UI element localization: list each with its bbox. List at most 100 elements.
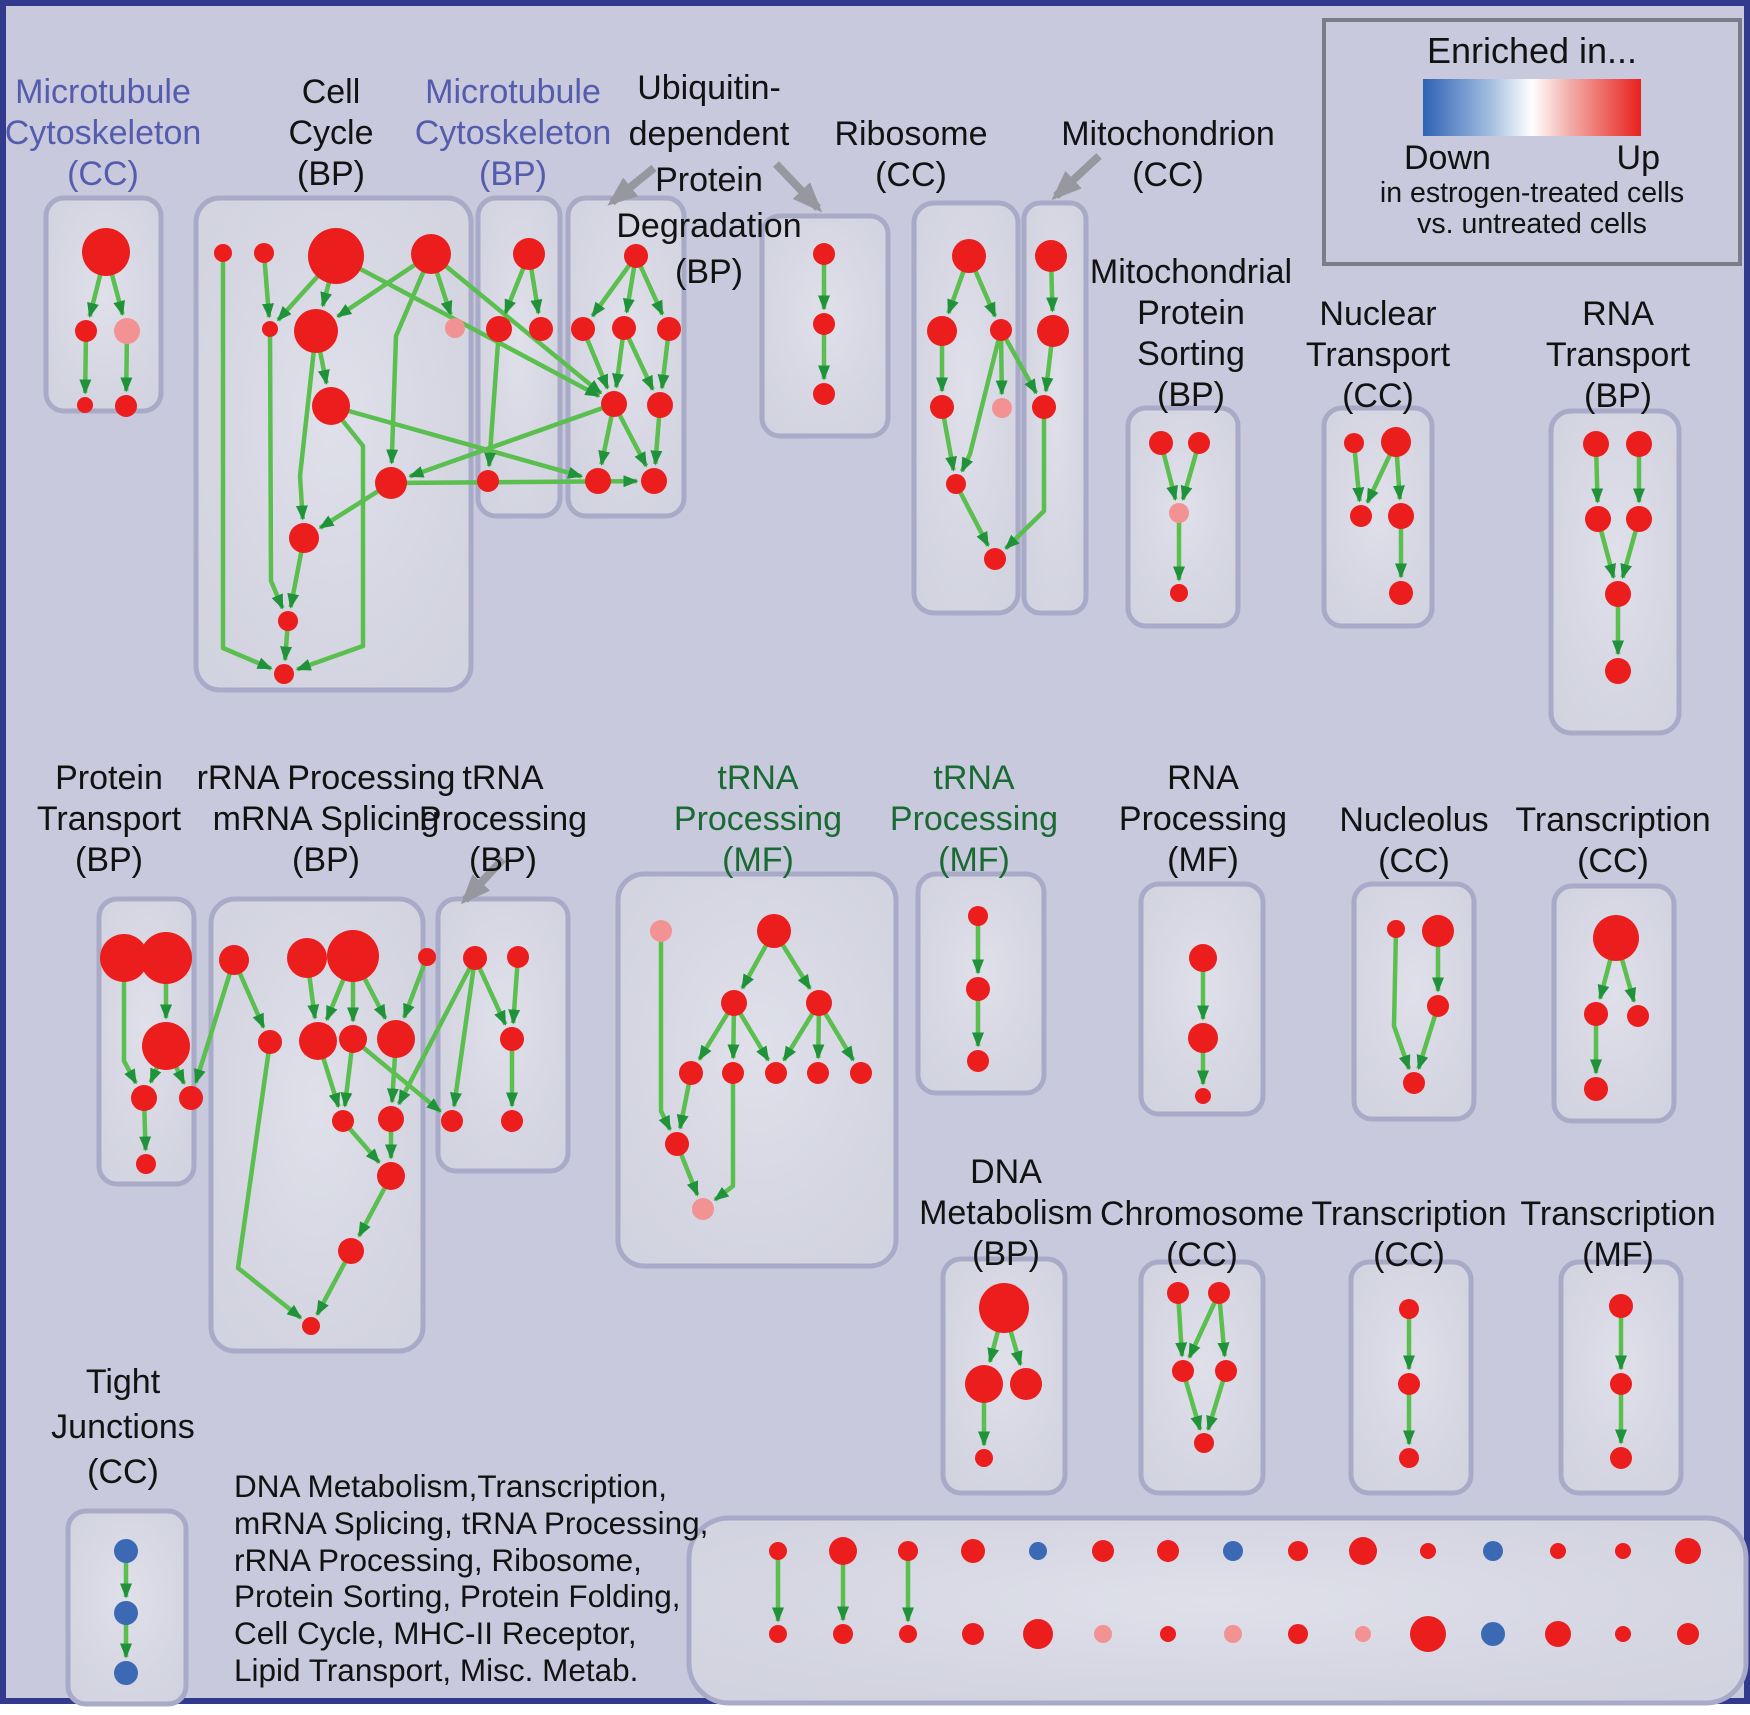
edge-q1-q4 — [1391, 928, 1412, 1071]
node-a1 — [82, 228, 130, 276]
legend-title: Enriched in... — [1426, 30, 1638, 71]
node-b3 — [308, 228, 364, 284]
edge-b3-d5 — [334, 254, 601, 398]
node-wt12 — [1483, 1541, 1503, 1561]
node-j4 — [1626, 506, 1652, 532]
node-t1 — [1167, 1282, 1189, 1304]
node-a5 — [115, 395, 137, 417]
label-cell-cycle-bp: Cell Cycle (BP) — [288, 73, 373, 193]
misc-clusters-text: DNA Metabolism,Transcription, mRNA Splic… — [234, 1468, 709, 1688]
node-i1 — [1344, 433, 1364, 453]
node-n6 — [722, 1062, 744, 1084]
node-i5 — [1389, 581, 1413, 605]
edge-b8-b12 — [295, 404, 366, 672]
cluster-box-dna-metabolism-bp — [940, 1256, 1068, 1496]
node-wb11 — [1410, 1616, 1446, 1652]
node-l4 — [418, 948, 436, 966]
node-o1 — [968, 906, 988, 926]
node-e2 — [813, 313, 835, 335]
label-microtubule-cytoskeleton-bp: Microtubule Cytoskeleton (BP) — [415, 73, 612, 193]
node-wt10 — [1349, 1537, 1377, 1565]
label-ribosome-cc: Ribosome (CC) — [834, 115, 987, 194]
edge-f3-g3 — [999, 328, 1039, 395]
node-wb13 — [1545, 1621, 1571, 1647]
node-j3 — [1585, 506, 1611, 532]
node-n2 — [757, 914, 791, 948]
node-n11 — [692, 1198, 714, 1220]
node-a3 — [114, 318, 140, 344]
node-f1 — [952, 239, 986, 273]
node-d6 — [647, 392, 673, 418]
node-r3 — [1627, 1005, 1649, 1027]
node-q2 — [1422, 915, 1454, 947]
node-f3 — [990, 319, 1012, 341]
node-q4 — [1403, 1072, 1425, 1094]
node-wb8 — [1224, 1625, 1242, 1643]
node-m2 — [507, 946, 529, 968]
node-l2 — [287, 938, 327, 978]
node-b5 — [262, 321, 278, 337]
node-k5 — [179, 1086, 203, 1110]
label-rrna-processing-mrna-splicing-bp: rRNA Processing mRNA Splicing (BP) — [197, 759, 456, 879]
node-l12 — [338, 1238, 364, 1264]
node-e3 — [813, 383, 835, 405]
node-e1 — [813, 243, 835, 265]
node-j6 — [1605, 658, 1631, 684]
node-r4 — [1584, 1077, 1608, 1101]
node-wb9 — [1288, 1624, 1308, 1644]
node-n8 — [807, 1062, 829, 1084]
node-wt3 — [898, 1541, 918, 1561]
label-dna-metabolism-bp: DNA Metabolism (BP) — [919, 1153, 1093, 1273]
edge-l1-k5 — [193, 959, 237, 1085]
node-n4 — [806, 990, 832, 1016]
node-g2 — [1037, 315, 1069, 347]
node-wt13 — [1550, 1543, 1566, 1559]
node-wb6 — [1094, 1625, 1112, 1643]
node-r2 — [1584, 1002, 1608, 1026]
color-scale-gradient — [1423, 79, 1641, 136]
cluster-box-chromosome-cc — [1138, 1259, 1266, 1496]
node-q3 — [1427, 995, 1449, 1017]
node-a4 — [77, 397, 93, 413]
edge-c2-c4 — [484, 328, 502, 468]
node-n10 — [665, 1132, 689, 1156]
network-diagram: Microtubule Cytoskeleton (CC) Cell Cycle (BP)… — [6, 69, 1749, 1707]
node-n7 — [765, 1062, 787, 1084]
node-s1 — [979, 1283, 1029, 1333]
label-mitochondrial-protein-sorting-bp: Mitochondrial Protein Sorting (BP) — [1090, 253, 1292, 414]
node-f4 — [930, 395, 954, 419]
node-k6 — [136, 1154, 156, 1174]
edge-b4-b9 — [386, 253, 434, 465]
node-b2 — [254, 243, 274, 263]
label-pointer-arrow-4 — [460, 856, 506, 905]
node-j1 — [1583, 431, 1609, 457]
edge-d1-d2 — [590, 254, 638, 318]
node-wt9 — [1288, 1541, 1308, 1561]
node-f6 — [946, 474, 966, 494]
label-rna-transport-bp: RNA Transport (BP) — [1546, 295, 1691, 415]
cluster-box-misc-clusters — [686, 1515, 1749, 1706]
node-d1 — [624, 244, 648, 268]
edge-m1-m4 — [450, 957, 478, 1108]
label-transcription-cc-1: Transcription (CC) — [1515, 801, 1710, 880]
label-rna-processing-mf: RNA Processing (MF) — [1119, 759, 1287, 879]
node-wt8 — [1223, 1541, 1243, 1561]
edge-g3-f7 — [1004, 407, 1047, 551]
node-t3 — [1172, 1360, 1194, 1382]
node-r1 — [1593, 915, 1639, 961]
node-wb2 — [833, 1624, 853, 1644]
node-u2 — [1398, 1373, 1420, 1395]
node-l7 — [339, 1025, 367, 1053]
node-v3 — [1610, 1447, 1632, 1469]
label-mitochondrion-cc: Mitochondrion (CC) — [1061, 115, 1275, 194]
node-l6 — [299, 1022, 337, 1060]
node-h1 — [1149, 431, 1173, 455]
node-wb15 — [1677, 1623, 1699, 1645]
node-d2 — [571, 317, 595, 341]
edge-f6-f7 — [954, 482, 991, 548]
label-pointer-arrow-3 — [1051, 153, 1102, 201]
node-o2 — [966, 977, 990, 1001]
node-g3 — [1032, 395, 1056, 419]
